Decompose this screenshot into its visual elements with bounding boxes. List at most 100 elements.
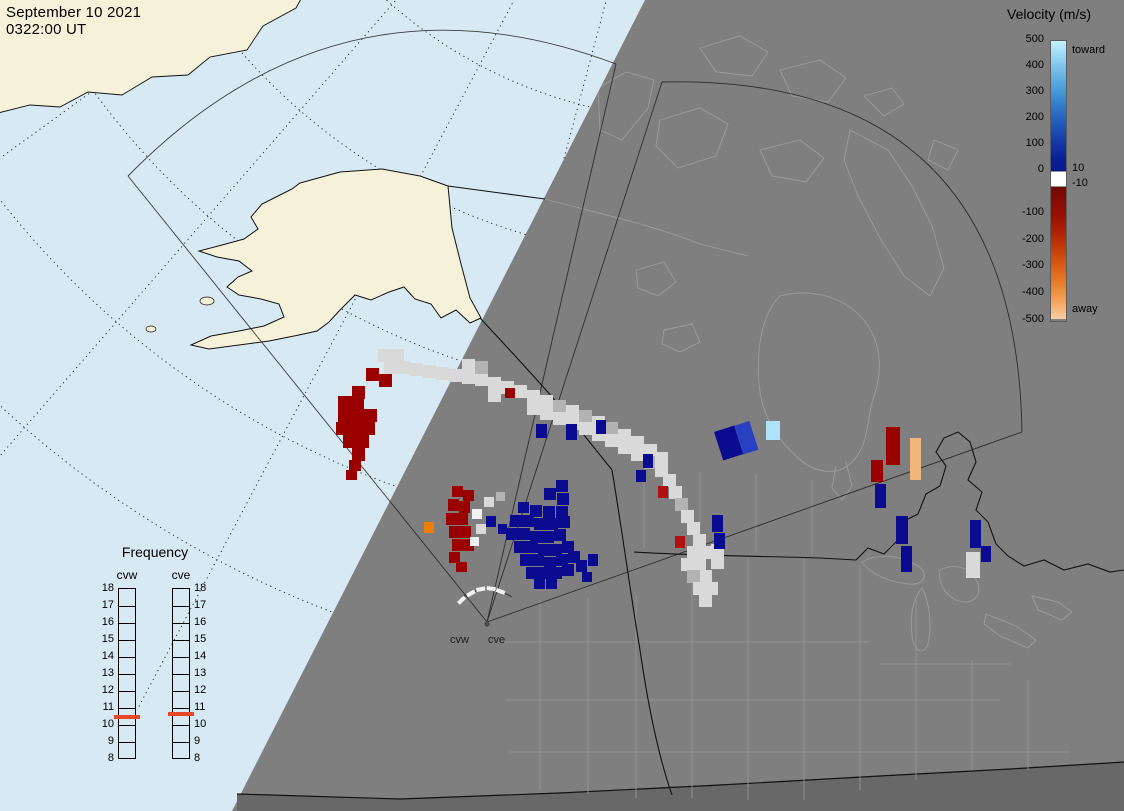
frequency-scale-rung — [119, 640, 135, 641]
velocity-cell — [351, 409, 364, 422]
velocity-cell — [631, 448, 644, 461]
velocity-cell — [496, 492, 505, 501]
southern-coast — [236, 761, 1124, 811]
velocity-cell — [518, 528, 530, 540]
frequency-scale-label: 14 — [101, 650, 114, 662]
frequency-scale-label: 8 — [107, 752, 114, 764]
velocity-cell — [475, 373, 488, 386]
velocity-cell — [362, 422, 375, 435]
velocity-cell — [527, 402, 540, 415]
velocity-cell — [896, 516, 908, 544]
velocity-cell — [476, 524, 486, 534]
velocity-cell — [643, 454, 653, 468]
frequency-marker-cve — [168, 711, 194, 716]
velocity-cell — [449, 552, 460, 563]
velocity-cell — [510, 515, 522, 527]
frequency-scale-rung — [173, 691, 189, 692]
colorbar-tick-label: -300 — [1021, 259, 1044, 272]
colorbar-tick-label: 100 — [1025, 137, 1044, 149]
velocity-cell — [449, 526, 460, 538]
velocity-cell — [681, 510, 694, 523]
frequency-scale-rung — [119, 708, 135, 709]
velocity-cell — [486, 585, 496, 592]
velocity-cell — [554, 529, 566, 541]
frequency-scale-label: 12 — [194, 684, 207, 696]
velocity-cell — [452, 539, 463, 551]
velocity-cell — [459, 501, 470, 513]
velocity-cell — [714, 533, 725, 549]
velocity-cell — [538, 567, 550, 579]
velocity-cell — [446, 513, 457, 525]
colorbar-tick-label: 400 — [1025, 59, 1044, 71]
velocity-cell — [449, 369, 462, 382]
timestamp: September 10 2021 0322:00 UT — [6, 4, 141, 39]
colorbar-tick-label: -500 — [1021, 313, 1044, 325]
frequency-scale-label: 15 — [194, 633, 207, 645]
velocity-cell — [582, 572, 592, 582]
velocity-cell — [364, 409, 377, 422]
velocity-cell — [556, 480, 568, 492]
velocity-cell — [558, 516, 570, 528]
velocity-cell — [562, 564, 574, 576]
radar-site-label-cve: cve — [488, 634, 506, 646]
frequency-scale-rung — [173, 657, 189, 658]
velocity-cell — [522, 515, 534, 527]
velocity-cell — [687, 546, 700, 559]
velocity-cell — [579, 410, 592, 423]
frequency-scale-label: 9 — [107, 735, 114, 747]
velocity-cell — [338, 409, 351, 422]
velocity-cell — [553, 400, 566, 413]
velocity-cell — [534, 578, 545, 589]
velocity-cell — [336, 422, 349, 435]
frequency-scale-label: 9 — [194, 735, 201, 747]
colorbar-away-gradient — [1051, 187, 1066, 319]
velocity-cell — [349, 422, 362, 435]
velocity-cell — [379, 374, 392, 387]
frequency-scale-label: 18 — [194, 582, 207, 594]
velocity-cell — [669, 486, 682, 499]
night-coastlines — [544, 35, 1073, 652]
colorbar-inner-tick-label: -10 — [1072, 177, 1088, 189]
frequency-panel: Frequency cvw cve 18 17 16 15 14 13 12 11 10 9 8 18… — [80, 542, 230, 777]
velocity-cell — [605, 434, 618, 447]
frequency-scale-label: 16 — [101, 616, 114, 628]
velocity-cell — [546, 518, 558, 530]
velocity-cell — [766, 421, 780, 440]
velocity-cell — [532, 554, 544, 566]
velocity-cell — [456, 562, 467, 572]
velocity-cell — [486, 516, 496, 527]
velocity-cell — [546, 578, 557, 589]
velocity-cell — [687, 570, 700, 583]
velocity-cell — [436, 367, 449, 380]
radar-site-dot — [484, 621, 490, 627]
frequency-scale-rung — [119, 674, 135, 675]
velocity-cell — [875, 484, 886, 508]
velocity-cell — [550, 567, 562, 579]
date-label: September 10 2021 — [6, 4, 142, 21]
frequency-scale-label: 13 — [194, 667, 207, 679]
frequency-scale-label: 17 — [194, 599, 207, 611]
frequency-scale-label: 14 — [194, 650, 207, 662]
velocity-cell — [352, 386, 365, 399]
velocity-cell — [699, 546, 712, 559]
velocity-cell — [540, 407, 553, 420]
velocity-cell — [460, 526, 471, 538]
velocity-cell — [534, 518, 546, 530]
velocity-cell — [550, 544, 562, 556]
frequency-scale-rung — [119, 742, 135, 743]
velocity-cells-layer — [336, 349, 991, 607]
velocity-cell — [557, 493, 569, 505]
frequency-scale-label: 18 — [101, 582, 114, 594]
velocity-cell — [566, 405, 579, 418]
velocity-cell — [505, 388, 515, 398]
velocity-cell — [544, 488, 556, 500]
velocity-cell — [693, 582, 706, 595]
time-label: 0322:00 UT — [6, 21, 87, 39]
frequency-scale-label: 12 — [101, 684, 114, 696]
colorbar-tick-label: -200 — [1021, 232, 1044, 245]
velocity-cell — [349, 460, 361, 471]
velocity-cell — [397, 361, 410, 374]
velocity-cell — [681, 558, 694, 571]
frequency-scale-label: 10 — [194, 718, 207, 730]
